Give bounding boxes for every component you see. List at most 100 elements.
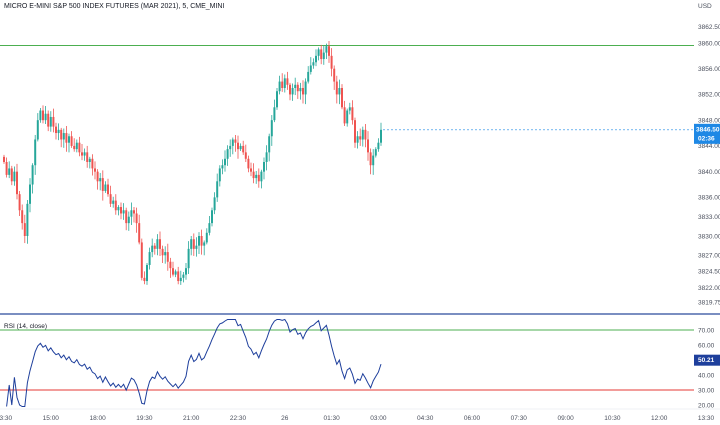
candle-body	[75, 142, 78, 150]
candle-body	[101, 178, 104, 191]
candle-body	[182, 274, 185, 278]
candle-body	[135, 213, 138, 224]
candle-body	[169, 261, 172, 269]
candle-body	[133, 210, 135, 214]
candle-body	[257, 174, 260, 182]
candle-body	[68, 136, 70, 143]
candle-body	[10, 168, 13, 182]
candle-body	[307, 71, 310, 82]
time-tick-label: 18:00	[89, 415, 106, 422]
candle-body	[187, 248, 190, 269]
candle-body	[36, 120, 39, 140]
candle-body	[122, 210, 125, 214]
candle-body	[99, 178, 102, 182]
time-tick-label: 06:00	[464, 415, 481, 422]
candle-body	[94, 168, 96, 172]
candle-body	[234, 139, 237, 143]
candle-body	[315, 55, 317, 63]
candle-body	[276, 91, 278, 108]
candle-body	[146, 264, 148, 282]
candle-body	[244, 152, 247, 159]
candle-body	[328, 46, 330, 56]
candle-body	[112, 200, 115, 204]
candle-body	[265, 152, 268, 162]
candle-body	[159, 239, 161, 249]
candle-body	[104, 184, 107, 191]
time-tick-label: 26	[281, 415, 289, 422]
candle-body	[216, 181, 219, 198]
candle-body	[273, 107, 276, 121]
candle-body	[341, 88, 343, 108]
candle-body	[16, 171, 18, 195]
candle-body	[5, 162, 8, 175]
candle-body	[151, 245, 154, 253]
candle-body	[247, 158, 250, 169]
candle-body	[231, 139, 234, 146]
time-tick-label: 22:30	[230, 415, 247, 422]
candle-body	[286, 78, 289, 85]
time-tick-label: 09:00	[557, 415, 574, 422]
price-tick-label: 3824.50	[698, 269, 720, 276]
candle-body	[185, 268, 187, 275]
candle-body	[263, 162, 265, 172]
candle-body	[208, 223, 211, 233]
time-tick-label: 13:30	[698, 415, 715, 422]
rsi-tick-label: 20.00	[698, 402, 715, 409]
price-tick-label: 3862.50	[698, 24, 720, 31]
price-tick-label: 3840.00	[698, 169, 720, 176]
candle-body	[364, 129, 367, 140]
candle-body	[114, 200, 117, 211]
candle-body	[346, 110, 349, 124]
candle-body	[148, 252, 151, 265]
time-tick-label: 12:00	[651, 415, 668, 422]
candle-body	[138, 223, 141, 243]
candle-body	[55, 126, 57, 134]
candle-body	[343, 107, 346, 124]
candle-body	[49, 116, 52, 127]
price-tick-label: 3848.00	[698, 117, 720, 124]
price-tick-label: 3819.75	[698, 299, 720, 306]
time-tick-label: 01:30	[323, 415, 340, 422]
candle-body	[86, 152, 89, 162]
time-tick-label: 13:30	[0, 415, 13, 422]
candle-body	[330, 55, 333, 69]
candle-body	[21, 210, 24, 224]
candle-body	[356, 136, 359, 143]
candle-body	[107, 184, 109, 195]
candle-body	[29, 184, 31, 204]
candle-body	[3, 156, 5, 162]
candle-body	[65, 133, 68, 143]
candle-body	[270, 120, 273, 137]
rsi-tick-label: 70.00	[698, 327, 715, 334]
candle-body	[294, 84, 297, 88]
currency-label: USD	[698, 3, 712, 10]
time-tick-label: 07:30	[511, 415, 528, 422]
candle-body	[42, 110, 44, 121]
candle-body	[367, 139, 369, 153]
rsi-tick-label: 60.00	[698, 342, 715, 349]
candle-body	[125, 210, 128, 224]
candle-body	[47, 113, 50, 127]
price-tick-label: 3830.00	[698, 233, 720, 240]
candle-body	[312, 62, 315, 66]
candle-body	[221, 165, 224, 169]
candle-body	[338, 88, 341, 95]
symbol-title: MICRO E-MINI S&P 500 INDEX FUTURES (MAR …	[4, 3, 225, 10]
candle-body	[252, 171, 255, 179]
price-tick-label: 3827.00	[698, 253, 720, 260]
candle-body	[281, 81, 284, 88]
candle-body	[83, 152, 86, 156]
candle-body	[359, 136, 362, 140]
candle-body	[226, 149, 229, 159]
candle-body	[250, 168, 252, 172]
candle-body	[304, 81, 307, 95]
candle-body	[190, 239, 193, 249]
candle-body	[81, 152, 83, 156]
bar-countdown: 02:36	[698, 135, 715, 142]
candle-body	[60, 129, 63, 140]
candle-body	[374, 149, 377, 156]
candle-body	[296, 84, 299, 92]
candle-body	[317, 49, 320, 56]
